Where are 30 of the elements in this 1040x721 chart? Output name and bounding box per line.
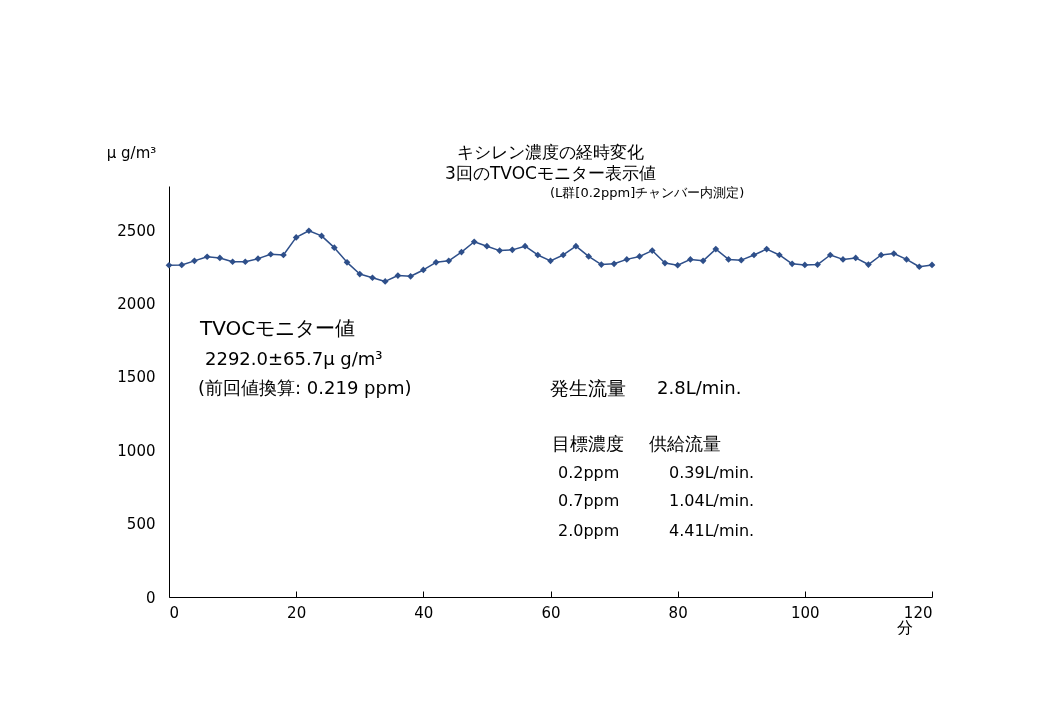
x-tick-label: 20 bbox=[287, 603, 307, 622]
y-tick-label: 1500 bbox=[117, 368, 156, 387]
annotation: 2.8L/min. bbox=[657, 377, 742, 398]
y-tick-label: 0 bbox=[145, 588, 156, 607]
annotation: (前回値換算: 0.219 ppm) bbox=[198, 377, 412, 398]
annotation: 発生流量 bbox=[550, 377, 626, 399]
annotation: (L群[0.2ppm]チャンバー内測定) bbox=[550, 185, 745, 200]
y-tick-label: 1000 bbox=[117, 441, 156, 460]
y-axis-title: μ g/m³ bbox=[106, 143, 157, 162]
annotation: 0.39L/min. bbox=[669, 463, 755, 482]
annotation: TVOCモニター値 bbox=[199, 316, 356, 340]
annotation: 4.41L/min. bbox=[669, 521, 755, 540]
y-tick-label: 2500 bbox=[117, 221, 156, 240]
y-tick-label: 2000 bbox=[117, 294, 156, 313]
annotation: 0.7ppm bbox=[558, 491, 620, 510]
y-tick-label: 500 bbox=[126, 515, 156, 534]
x-tick-label: 60 bbox=[541, 603, 561, 622]
x-tick-label: 80 bbox=[668, 603, 688, 622]
annotation: 0.2ppm bbox=[558, 463, 620, 482]
x-tick-label: 100 bbox=[791, 603, 820, 622]
chart-title: キシレン濃度の経時変化 bbox=[457, 142, 644, 162]
x-tick-label: 40 bbox=[414, 603, 434, 622]
x-axis-title: 分 bbox=[896, 617, 913, 637]
annotation: 1.04L/min. bbox=[669, 491, 755, 510]
annotation: 目標濃度 bbox=[552, 433, 624, 454]
x-tick-label: 0 bbox=[169, 603, 180, 622]
annotation: 供給流量 bbox=[649, 433, 721, 454]
annotation: 2.0ppm bbox=[558, 521, 620, 540]
chart-subtitle: 3回のTVOCモニター表示値 bbox=[445, 163, 656, 183]
annotation: 2292.0±65.7μ g/m³ bbox=[205, 348, 383, 369]
